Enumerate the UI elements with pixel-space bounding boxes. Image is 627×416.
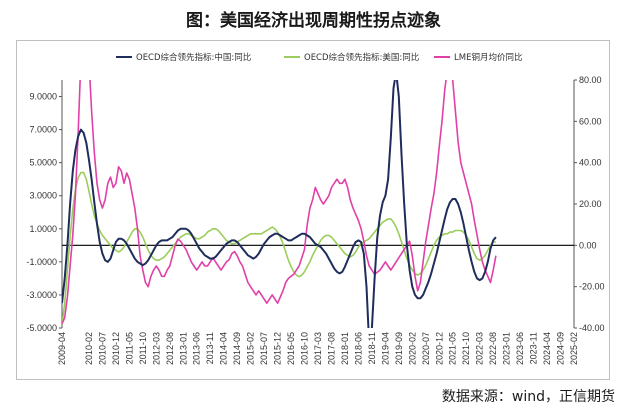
x-tick-label: 2020-02 — [407, 332, 417, 365]
line-chart: OECD综合领先指标:中国:同比 OECD综合领先指标:美国:同比 LME铜月均价同… — [26, 52, 604, 365]
tick-labels: 9.0000 7.0000 5.0000 3.0000 1.0000 -1.0000 -3.… — [26, 75, 604, 365]
x-tick-label: 2016-05 — [286, 332, 296, 365]
x-tick-label: 2011-10 — [138, 332, 148, 364]
x-tick-label: 2018-06 — [353, 332, 363, 365]
x-tick-label: 2019-09 — [394, 332, 404, 365]
x-tick-label: 2019-04 — [380, 332, 390, 365]
x-tick-label: 2015-02 — [246, 332, 256, 365]
left-tick-label: 3.0000 — [29, 191, 57, 201]
x-tick-label: 2012-03 — [151, 332, 161, 365]
legend-label-1: OECD综合领先指标:美国:同比 — [304, 52, 419, 63]
x-tick-label: 2018-11 — [367, 332, 377, 364]
x-tick-label: 2010-02 — [84, 332, 94, 365]
x-tick-label: 2023-06 — [515, 332, 525, 365]
left-tick-label: -5.0000 — [26, 323, 57, 333]
legend-label-2: LME铜月均价同比 — [454, 52, 522, 63]
right-tick-label: -20.00 — [579, 282, 605, 292]
x-tick-label: 2013-06 — [192, 332, 202, 365]
x-tick-label: 2024-09 — [556, 332, 566, 365]
left-tick-label: 9.0000 — [29, 92, 57, 102]
x-tick-label: 2024-04 — [542, 332, 552, 365]
chart-frame — [16, 40, 610, 380]
left-tick-label: -1.0000 — [26, 257, 57, 267]
x-tick-label: 2020-12 — [434, 332, 444, 365]
x-tick-label: 2017-08 — [326, 332, 336, 365]
x-tick-label: 2013-11 — [205, 332, 215, 364]
x-tick-label: 2025-02 — [569, 332, 579, 365]
x-tick-label: 2014-04 — [219, 332, 229, 365]
x-tick-label: 2021-10 — [461, 332, 471, 365]
x-tick-label: 2018-01 — [340, 332, 350, 365]
x-tick-label: 2023-01 — [502, 332, 512, 365]
left-tick-label: 1.0000 — [29, 224, 57, 234]
right-tick-label: 40.00 — [579, 158, 602, 168]
x-tick-label: 2013-01 — [178, 332, 188, 365]
x-tick-label: 2010-07 — [97, 332, 107, 365]
right-tick-label: 80.00 — [579, 75, 602, 85]
x-tick-label: 2023-11 — [529, 332, 539, 364]
legend: OECD综合领先指标:中国:同比 OECD综合领先指标:美国:同比 LME铜月均价同… — [116, 52, 522, 63]
series-line-0 — [62, 80, 497, 328]
x-tick-label: 2012-08 — [165, 332, 175, 365]
series-line-2 — [62, 80, 497, 325]
source-note: 数据来源：wind，正信期货 — [441, 389, 615, 405]
x-tick-label: 2022-08 — [488, 332, 498, 365]
x-tick-label: 2014-09 — [232, 332, 242, 365]
x-tick-label: 2021-05 — [448, 332, 458, 365]
x-tick-label: 2010-12 — [111, 332, 121, 365]
series-lines — [62, 80, 497, 328]
left-tick-label: 5.0000 — [29, 158, 57, 168]
legend-label-0: OECD综合领先指标:中国:同比 — [136, 52, 251, 63]
right-tick-label: 60.00 — [579, 116, 602, 126]
right-tick-label: 20.00 — [579, 199, 602, 209]
x-tick-label: 2016-10 — [300, 332, 310, 365]
right-tick-label: 0.00 — [579, 240, 597, 250]
left-tick-label: -3.0000 — [26, 290, 57, 300]
x-tick-label: 2015-12 — [273, 332, 283, 365]
x-tick-label: 2020-07 — [421, 332, 431, 365]
left-tick-label: 7.0000 — [29, 125, 57, 135]
x-tick-label: 2009-04 — [57, 332, 67, 365]
x-tick-label: 2011-05 — [124, 332, 134, 364]
axes — [59, 79, 577, 329]
chart-title: 图：美国经济出现周期性拐点迹象 — [186, 11, 441, 31]
right-tick-label: -40.00 — [579, 323, 605, 333]
x-tick-label: 2015-07 — [259, 332, 269, 365]
x-tick-label: 2022-03 — [475, 332, 485, 365]
x-tick-label: 2017-03 — [313, 332, 323, 365]
